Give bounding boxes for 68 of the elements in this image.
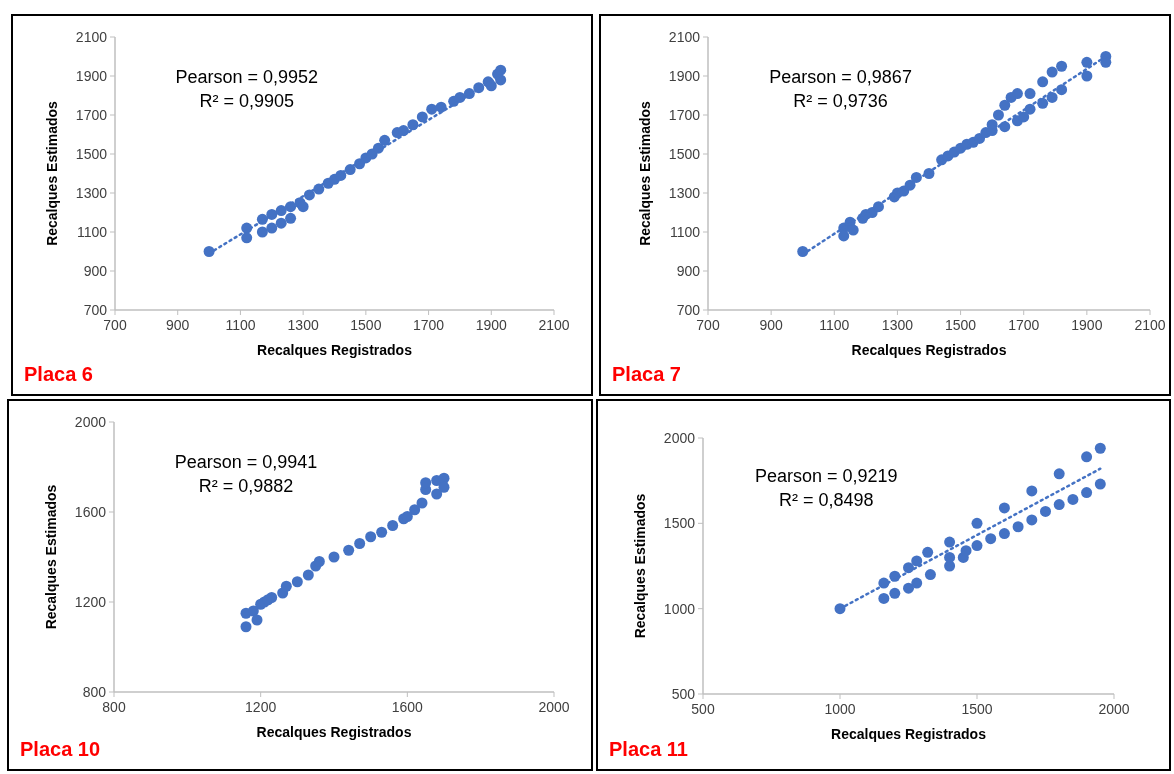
x-tick-label: 1100	[225, 317, 256, 333]
y-tick-label: 1500	[668, 145, 701, 162]
x-tick-label: 2100	[1134, 317, 1166, 333]
y-tick-label: 1600	[74, 503, 107, 520]
x-tick-label: 1300	[287, 317, 319, 333]
y-tick-label: 1000	[663, 600, 696, 617]
x-tick-label: 2000	[538, 699, 570, 715]
y-tick-label: 800	[82, 683, 107, 700]
x-tick-label: 1600	[391, 699, 424, 715]
x-tick-label: 1900	[475, 317, 508, 333]
y-tick-label: 1100	[76, 223, 108, 240]
x-tick-label: 1500	[944, 317, 977, 333]
x-tick-label: 1500	[350, 317, 382, 333]
y-tick-label: 1100	[669, 223, 701, 240]
annotation: R² = 0,8498	[779, 489, 874, 510]
x-tick-label: 1300	[881, 317, 914, 333]
y-tick-label: 900	[676, 262, 701, 279]
annotation: R² = 0,9736	[793, 91, 888, 112]
annotation: Pearson = 0,9941	[174, 451, 318, 472]
annotation: Pearson = 0,9952	[175, 67, 319, 88]
x-tick-label: 900	[166, 317, 190, 333]
x-axis-title: Recalques Registrados	[257, 342, 413, 358]
y-tick-label: 1200	[74, 593, 107, 610]
y-tick-label: 1900	[75, 67, 108, 84]
x-tick-label: 1700	[1008, 317, 1040, 333]
y-axis-title: Recalques Estimados	[44, 100, 60, 246]
x-axis-title: Recalques Registrados	[851, 342, 1007, 358]
x-tick-label: 1500	[961, 701, 993, 717]
x-tick-label: 500	[691, 701, 715, 717]
text: Placa 11	[609, 738, 688, 760]
x-tick-label: 1000	[824, 701, 856, 717]
x-tick-label: 800	[102, 699, 126, 715]
y-tick-label: 700	[83, 301, 108, 318]
y-tick-label: 2000	[74, 413, 107, 430]
annotation: R² = 0,9882	[198, 475, 294, 496]
y-tick-label: 2100	[668, 28, 701, 45]
y-tick-label: 1300	[75, 184, 108, 201]
x-tick-label: 1100	[819, 317, 850, 333]
y-tick-label: 2100	[75, 28, 108, 45]
x-tick-label: 1700	[412, 317, 445, 333]
y-tick-label: 1300	[668, 184, 701, 201]
y-axis-title: Recalques Estimados	[632, 493, 648, 639]
y-tick-label: 900	[83, 262, 108, 279]
x-tick-label: 700	[696, 317, 720, 333]
y-axis-title: Recalques Estimados	[43, 484, 59, 630]
y-tick-label: 1500	[75, 145, 108, 162]
x-tick-label: 1200	[245, 699, 277, 715]
annotation: R² = 0,9905	[199, 91, 294, 112]
text: Placa 10	[20, 738, 101, 760]
y-tick-label: 1900	[668, 67, 701, 84]
y-axis-title: Recalques Estimados	[637, 100, 653, 246]
x-tick-label: 1900	[1071, 317, 1103, 333]
text: Placa 6	[24, 363, 93, 385]
annotation: Pearson = 0,9219	[754, 465, 898, 486]
y-tick-label: 1700	[668, 106, 701, 123]
text: Placa 7	[612, 363, 681, 385]
y-tick-label: 1500	[663, 515, 696, 532]
y-tick-label: 700	[676, 301, 701, 318]
x-axis-title: Recalques Registrados	[256, 724, 412, 740]
x-axis-title: Recalques Registrados	[831, 726, 987, 742]
x-tick-label: 2000	[1098, 701, 1130, 717]
x-tick-label: 2100	[538, 317, 570, 333]
y-tick-label: 500	[671, 685, 696, 702]
x-tick-label: 900	[759, 317, 784, 333]
annotation: Pearson = 0,9867	[769, 67, 912, 88]
y-tick-label: 2000	[663, 429, 696, 446]
x-tick-label: 700	[103, 317, 127, 333]
y-tick-label: 1700	[75, 106, 108, 123]
